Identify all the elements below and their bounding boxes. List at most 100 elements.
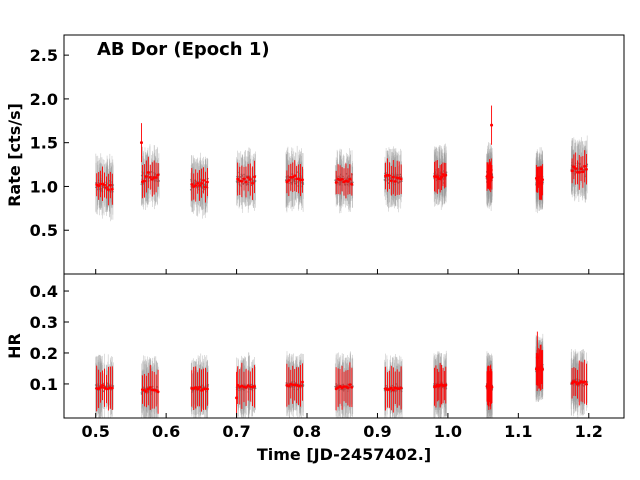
hr-binned-point [99, 386, 102, 389]
hr-binned-point [97, 387, 101, 391]
rate-binned-point [200, 181, 203, 185]
rate-binned-point [581, 170, 585, 174]
rate-y-tick-label: 2.5 [30, 46, 58, 65]
hr-binned-point [291, 383, 295, 387]
hr-binned-point [242, 385, 246, 389]
hr-panel: 0.10.20.30.40.5 0.6 0.7 0.8 0.9 1.0 1.1 1.2 HR … [5, 273, 625, 464]
rate-binned-point [301, 178, 304, 182]
rate-binned-point [251, 181, 254, 185]
hr-binned-point [238, 385, 242, 389]
hr-segment [285, 351, 305, 418]
hr-binned-point [348, 383, 352, 387]
rate-highlight-point [139, 141, 143, 145]
hr-binned-point [574, 380, 578, 384]
rate-binned-point [585, 167, 588, 171]
rate-binned-point [387, 174, 391, 178]
rate-binned-point [287, 178, 291, 182]
rate-binned-point [144, 175, 148, 178]
hr-binned-point [301, 380, 304, 384]
hr-binned-point [110, 386, 114, 390]
x-tick-label: 0.6 [152, 422, 180, 441]
rate-segment [485, 142, 494, 211]
rate-binned-point [340, 177, 344, 181]
rate-binned-point [293, 174, 297, 178]
hr-binned-point [391, 388, 395, 392]
rate-segment [534, 147, 545, 214]
rate-segment [235, 147, 257, 213]
rate-segment [94, 153, 114, 222]
hr-y-axis-label: HR [5, 333, 24, 359]
hr-y-tick-label: 0.3 [30, 313, 58, 332]
rate-binned-point [204, 185, 207, 189]
rate-binned-point [346, 180, 350, 183]
rate-binned-point [238, 179, 242, 183]
rate-binned-point [348, 177, 352, 181]
x-axis-label: Time [JD-2457402.] [257, 445, 431, 464]
rate-binned-point [541, 178, 545, 182]
rate-binned-point [107, 188, 110, 191]
rate-binned-point [391, 175, 395, 179]
hr-segment [140, 355, 160, 418]
rate-binned-point [110, 187, 114, 191]
hr-binned-point [101, 383, 104, 387]
rate-binned-point [291, 175, 295, 179]
hr-segment [334, 351, 354, 418]
hr-binned-point [196, 387, 200, 391]
hr-segment [433, 350, 448, 418]
rate-panel: 0.5 1.0 1.5 2.0 2.5 AB Dor (Epoch 1) Rate [c… [5, 34, 625, 275]
rate-binned-point [248, 178, 252, 181]
rate-highlight-point [490, 123, 494, 127]
chart-title: AB Dor (Epoch 1) [97, 39, 270, 60]
rate-binned-point [146, 171, 150, 174]
hr-fine-point [254, 387, 257, 390]
rate-binned-point [196, 181, 200, 185]
rate-y-tick-label: 2.0 [30, 90, 58, 109]
hr-fine-point [156, 385, 159, 388]
rate-binned-point [244, 180, 248, 184]
rate-binned-point [579, 167, 583, 171]
hr-binned-point [389, 386, 393, 390]
rate-binned-point [350, 182, 354, 186]
rate-fine-point [387, 182, 390, 185]
hr-binned-point [244, 386, 248, 389]
rate-segment [334, 148, 354, 214]
rate-ticks: 0.5 1.0 1.5 2.0 2.5 [30, 46, 590, 274]
rate-fine-point [334, 179, 337, 182]
rate-binned-point [583, 164, 587, 168]
hr-binned-point [198, 385, 201, 389]
x-tick-label: 1.2 [575, 422, 603, 441]
hr-fine-point [191, 389, 194, 392]
hr-binned-point [395, 387, 399, 390]
rate-binned-point [198, 184, 201, 187]
hr-binned-point [585, 382, 588, 386]
rate-binned-point [389, 179, 393, 183]
x-tick-label: 1.1 [504, 422, 532, 441]
rate-binned-point [190, 182, 194, 186]
hr-binned-point [248, 385, 252, 388]
hr-segment [190, 353, 210, 418]
hr-binned-point [346, 386, 350, 390]
hr-segment [94, 353, 115, 418]
rate-binned-point [240, 179, 244, 183]
rate-binned-point [143, 179, 146, 183]
hr-binned-point [190, 387, 194, 390]
rate-fine-point [290, 181, 293, 184]
hr-segment [534, 333, 545, 402]
rate-binned-point [285, 180, 289, 184]
hr-binned-point [240, 384, 244, 388]
hr-ticks: 0.1 0.2 0.3 0.4 0.5 0.6 0.7 0.8 0.9 1.0 1.1 1.2 [30, 282, 603, 441]
hr-binned-point [251, 385, 254, 389]
hr-binned-point [399, 386, 403, 390]
x-tick-label: 0.7 [222, 422, 250, 441]
hr-y-tick-label: 0.4 [30, 282, 58, 301]
hr-binned-point [253, 384, 256, 388]
rate-binned-point [253, 175, 256, 179]
hr-binned-point [206, 387, 209, 391]
rate-binned-point [206, 180, 209, 184]
rate-binned-point [399, 177, 403, 181]
hr-segment [235, 352, 257, 418]
hr-plot-frame [63, 273, 625, 419]
rate-binned-point [202, 178, 205, 182]
rate-binned-point [148, 175, 152, 179]
rate-segment [140, 144, 160, 210]
